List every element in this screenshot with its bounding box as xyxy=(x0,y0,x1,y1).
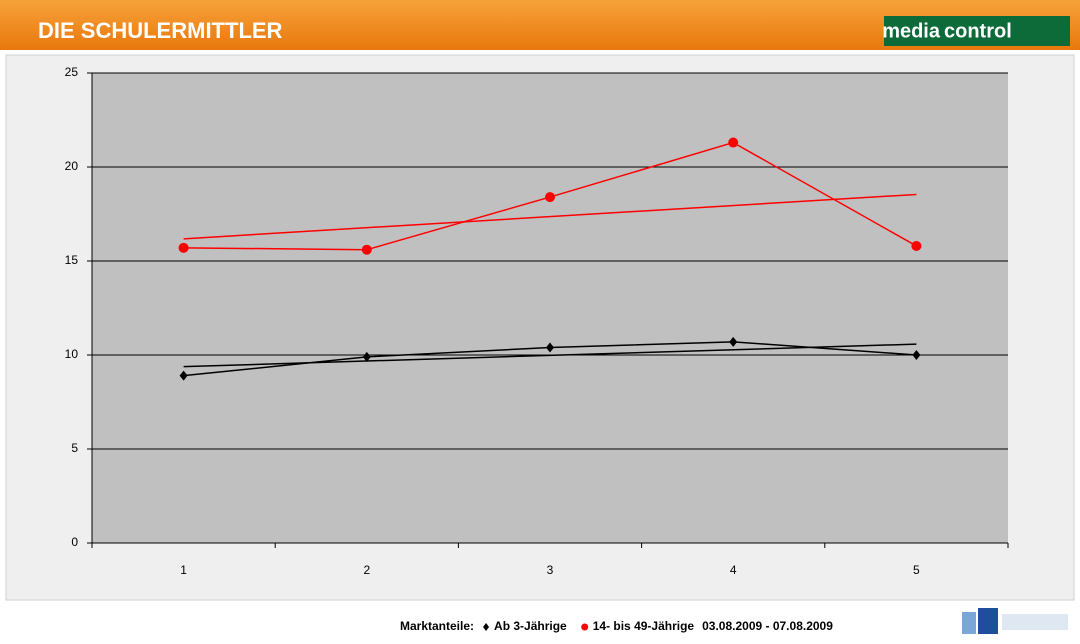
point xyxy=(728,137,739,148)
x-tick-label: 4 xyxy=(730,563,737,577)
legend-marker xyxy=(483,623,490,631)
legend-label: Marktanteile: xyxy=(400,619,474,633)
x-tick-label: 5 xyxy=(913,563,920,577)
x-tick-label: 3 xyxy=(547,563,554,577)
y-tick-label: 20 xyxy=(65,159,79,173)
page-title: DIE SCHULERMITTLER xyxy=(38,18,283,43)
y-tick-label: 0 xyxy=(71,535,78,549)
point xyxy=(912,350,921,360)
x-tick-label: 2 xyxy=(363,563,370,577)
legend: Marktanteile: Ab 3-Jährige 14- bis 49-Jähr… xyxy=(400,619,833,633)
plot-area xyxy=(92,73,1008,543)
point xyxy=(729,336,738,347)
trend-line xyxy=(183,193,917,240)
logo-text: control xyxy=(944,20,1012,42)
point xyxy=(545,192,555,203)
y-tick-label: 15 xyxy=(65,253,79,267)
point xyxy=(361,244,372,255)
point xyxy=(362,351,371,362)
x-tick-label: 1 xyxy=(180,563,187,577)
legend-period: 03.08.2009 - 07.08.2009 xyxy=(702,619,833,633)
y-tick-label: 10 xyxy=(65,347,79,361)
legend-marker xyxy=(581,623,589,631)
y-tick-label: 25 xyxy=(65,65,79,79)
corner-logo xyxy=(962,608,1068,634)
y-tick-label: 5 xyxy=(71,441,78,455)
logo-box xyxy=(884,16,1070,46)
logo-text: media xyxy=(882,20,941,42)
point xyxy=(546,342,554,353)
legend-entry: Ab 3-Jährige xyxy=(494,619,567,633)
point xyxy=(179,370,188,381)
point xyxy=(911,240,922,251)
point xyxy=(178,242,189,253)
legend-entry: 14- bis 49-Jährige xyxy=(593,619,695,633)
